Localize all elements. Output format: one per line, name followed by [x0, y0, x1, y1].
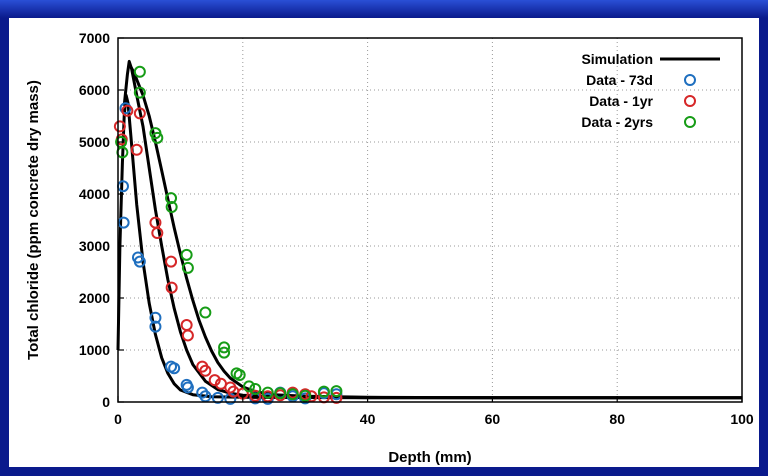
point-data-2yrs [317, 385, 330, 398]
simulation-curve [122, 59, 743, 400]
point-data-1yr [330, 391, 343, 404]
simulation-curve [127, 63, 742, 400]
x-tick-label: 80 [609, 411, 625, 427]
data-points [113, 65, 343, 405]
point-data-73d [133, 255, 146, 268]
point-data-1yr [165, 255, 178, 268]
x-tick-label: 40 [360, 411, 376, 427]
x-tick-label: 100 [730, 411, 754, 427]
point-data-2yrs [218, 341, 231, 354]
x-tick-label: 60 [485, 411, 501, 427]
point-data-73d [149, 311, 162, 324]
point-data-1yr [133, 107, 146, 120]
point-data-2yrs [133, 65, 146, 78]
y-tick-label: 4000 [79, 186, 110, 202]
point-data-1yr [121, 104, 134, 117]
legend-label-data-73d: Data - 73d [586, 72, 653, 88]
legend-label-data-1yr: Data - 1yr [589, 93, 653, 109]
point-data-2yrs [299, 389, 312, 402]
legend-swatch-data-2yrs [684, 116, 696, 128]
point-data-2yrs [243, 380, 256, 393]
point-data-1yr [113, 120, 126, 133]
y-tick-label: 1000 [79, 342, 110, 358]
legend-label-data-2yrs: Data - 2yrs [581, 114, 653, 130]
point-data-2yrs [165, 201, 178, 213]
legend: Simulation Data - 73d Data - 1yr Data - 2yr… [581, 51, 720, 130]
point-data-2yrs [233, 368, 246, 381]
y-tick-label: 6000 [79, 82, 110, 98]
point-data-73d [181, 381, 194, 394]
legend-swatch-data-73d [684, 74, 696, 86]
x-tick-label: 0 [114, 411, 122, 427]
point-data-73d [211, 391, 224, 404]
point-data-2yrs [133, 86, 146, 99]
y-tick-label: 5000 [79, 134, 110, 150]
point-data-2yrs [151, 131, 164, 144]
point-data-2yrs [180, 248, 193, 261]
point-data-2yrs [330, 385, 343, 398]
y-tick-label: 3000 [79, 238, 110, 254]
x-axis-label: Depth (mm) [388, 449, 471, 466]
point-data-1yr [181, 329, 194, 342]
point-data-2yrs [181, 261, 194, 274]
axis-ticks: 0 20 40 60 80 1000100020003000400050006000700… [79, 30, 754, 427]
y-tick-label: 2000 [79, 290, 110, 306]
point-data-73d [224, 392, 237, 405]
point-data-2yrs [199, 306, 212, 319]
point-data-2yrs [249, 383, 262, 395]
point-data-73d [168, 362, 181, 375]
point-data-1yr [151, 227, 164, 239]
point-data-1yr [249, 389, 262, 402]
point-data-2yrs [274, 387, 287, 400]
plot-area-border [117, 37, 743, 403]
point-data-1yr [130, 143, 143, 156]
grid-lines [118, 38, 742, 402]
point-data-1yr [180, 319, 193, 332]
y-tick-label: 7000 [79, 30, 110, 46]
legend-label-simulation: Simulation [581, 51, 653, 67]
x-tick-label: 20 [235, 411, 251, 427]
point-data-2yrs [261, 386, 274, 399]
point-data-73d [196, 386, 209, 399]
point-data-2yrs [286, 388, 299, 401]
y-axis-label: Total chloride (ppm concrete dry mass) [25, 80, 42, 360]
y-tick-label: 0 [102, 394, 110, 410]
point-data-2yrs [165, 192, 178, 205]
point-data-1yr [199, 364, 212, 377]
point-data-73d [149, 320, 162, 333]
point-data-73d [119, 102, 132, 115]
point-data-1yr [208, 374, 221, 387]
point-data-2yrs [218, 346, 231, 359]
point-data-1yr [165, 281, 178, 294]
legend-swatch-data-1yr [684, 95, 696, 107]
simulation-curves [116, 59, 743, 400]
